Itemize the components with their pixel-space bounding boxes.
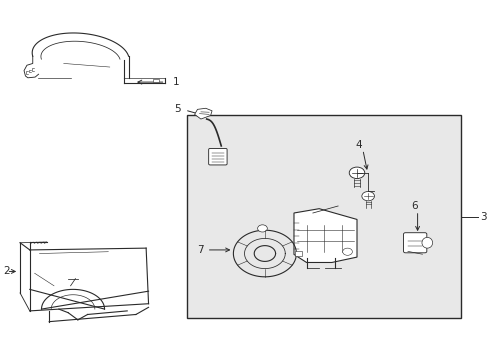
Bar xyxy=(294,251,302,256)
Bar xyxy=(153,79,158,82)
Text: 2: 2 xyxy=(3,266,10,276)
Text: 3: 3 xyxy=(480,212,486,222)
Text: 1: 1 xyxy=(172,77,179,87)
Bar xyxy=(187,116,460,318)
Text: 4: 4 xyxy=(355,140,362,150)
Polygon shape xyxy=(194,108,212,119)
Circle shape xyxy=(257,225,267,232)
Circle shape xyxy=(361,192,374,201)
Text: 6: 6 xyxy=(410,201,417,211)
Polygon shape xyxy=(293,209,356,262)
Text: 5: 5 xyxy=(174,104,181,114)
Circle shape xyxy=(342,248,352,255)
FancyBboxPatch shape xyxy=(208,148,226,165)
FancyBboxPatch shape xyxy=(403,233,426,253)
Text: 7: 7 xyxy=(197,245,203,255)
Circle shape xyxy=(348,167,364,179)
Ellipse shape xyxy=(421,237,432,248)
